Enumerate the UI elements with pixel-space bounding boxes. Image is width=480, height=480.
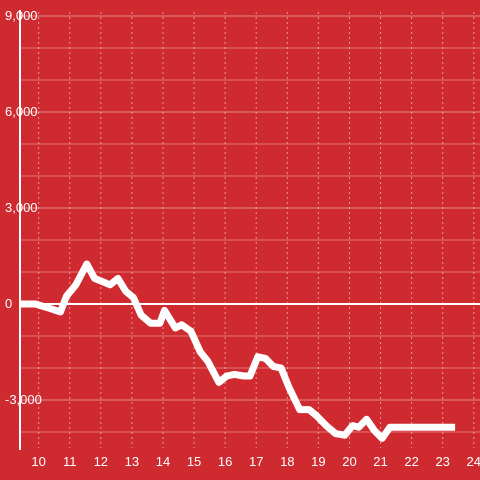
x-tick-label: 22: [404, 454, 418, 469]
x-tick-label: 13: [125, 454, 139, 469]
tick-labels: -3,000 0 3,000 6,000 9,000 10 11 12 13 14 15 16 17 18…: [5, 8, 480, 469]
y-tick-label: -3,000: [5, 392, 42, 407]
gridlines: [20, 12, 480, 448]
y-tick-label: 3,000: [5, 200, 38, 215]
y-tick-label: 0: [5, 296, 12, 311]
x-tick-label: 19: [311, 454, 325, 469]
x-tick-label: 16: [218, 454, 232, 469]
x-tick-label: 11: [63, 454, 77, 469]
y-tick-label: 9,000: [5, 8, 38, 23]
x-tick-label: 15: [187, 454, 201, 469]
x-tick-label: 12: [94, 454, 108, 469]
series-line: [20, 260, 456, 442]
x-tick-label: 18: [280, 454, 294, 469]
x-tick-label: 24: [467, 454, 480, 469]
x-tick-label: 20: [342, 454, 356, 469]
x-tick-label: 23: [435, 454, 449, 469]
series: [20, 260, 456, 442]
x-tick-label: 14: [156, 454, 170, 469]
y-tick-label: 6,000: [5, 104, 38, 119]
axes: [19, 10, 480, 450]
x-tick-label: 21: [373, 454, 387, 469]
x-tick-label: 10: [31, 454, 45, 469]
x-tick-label: 17: [249, 454, 263, 469]
